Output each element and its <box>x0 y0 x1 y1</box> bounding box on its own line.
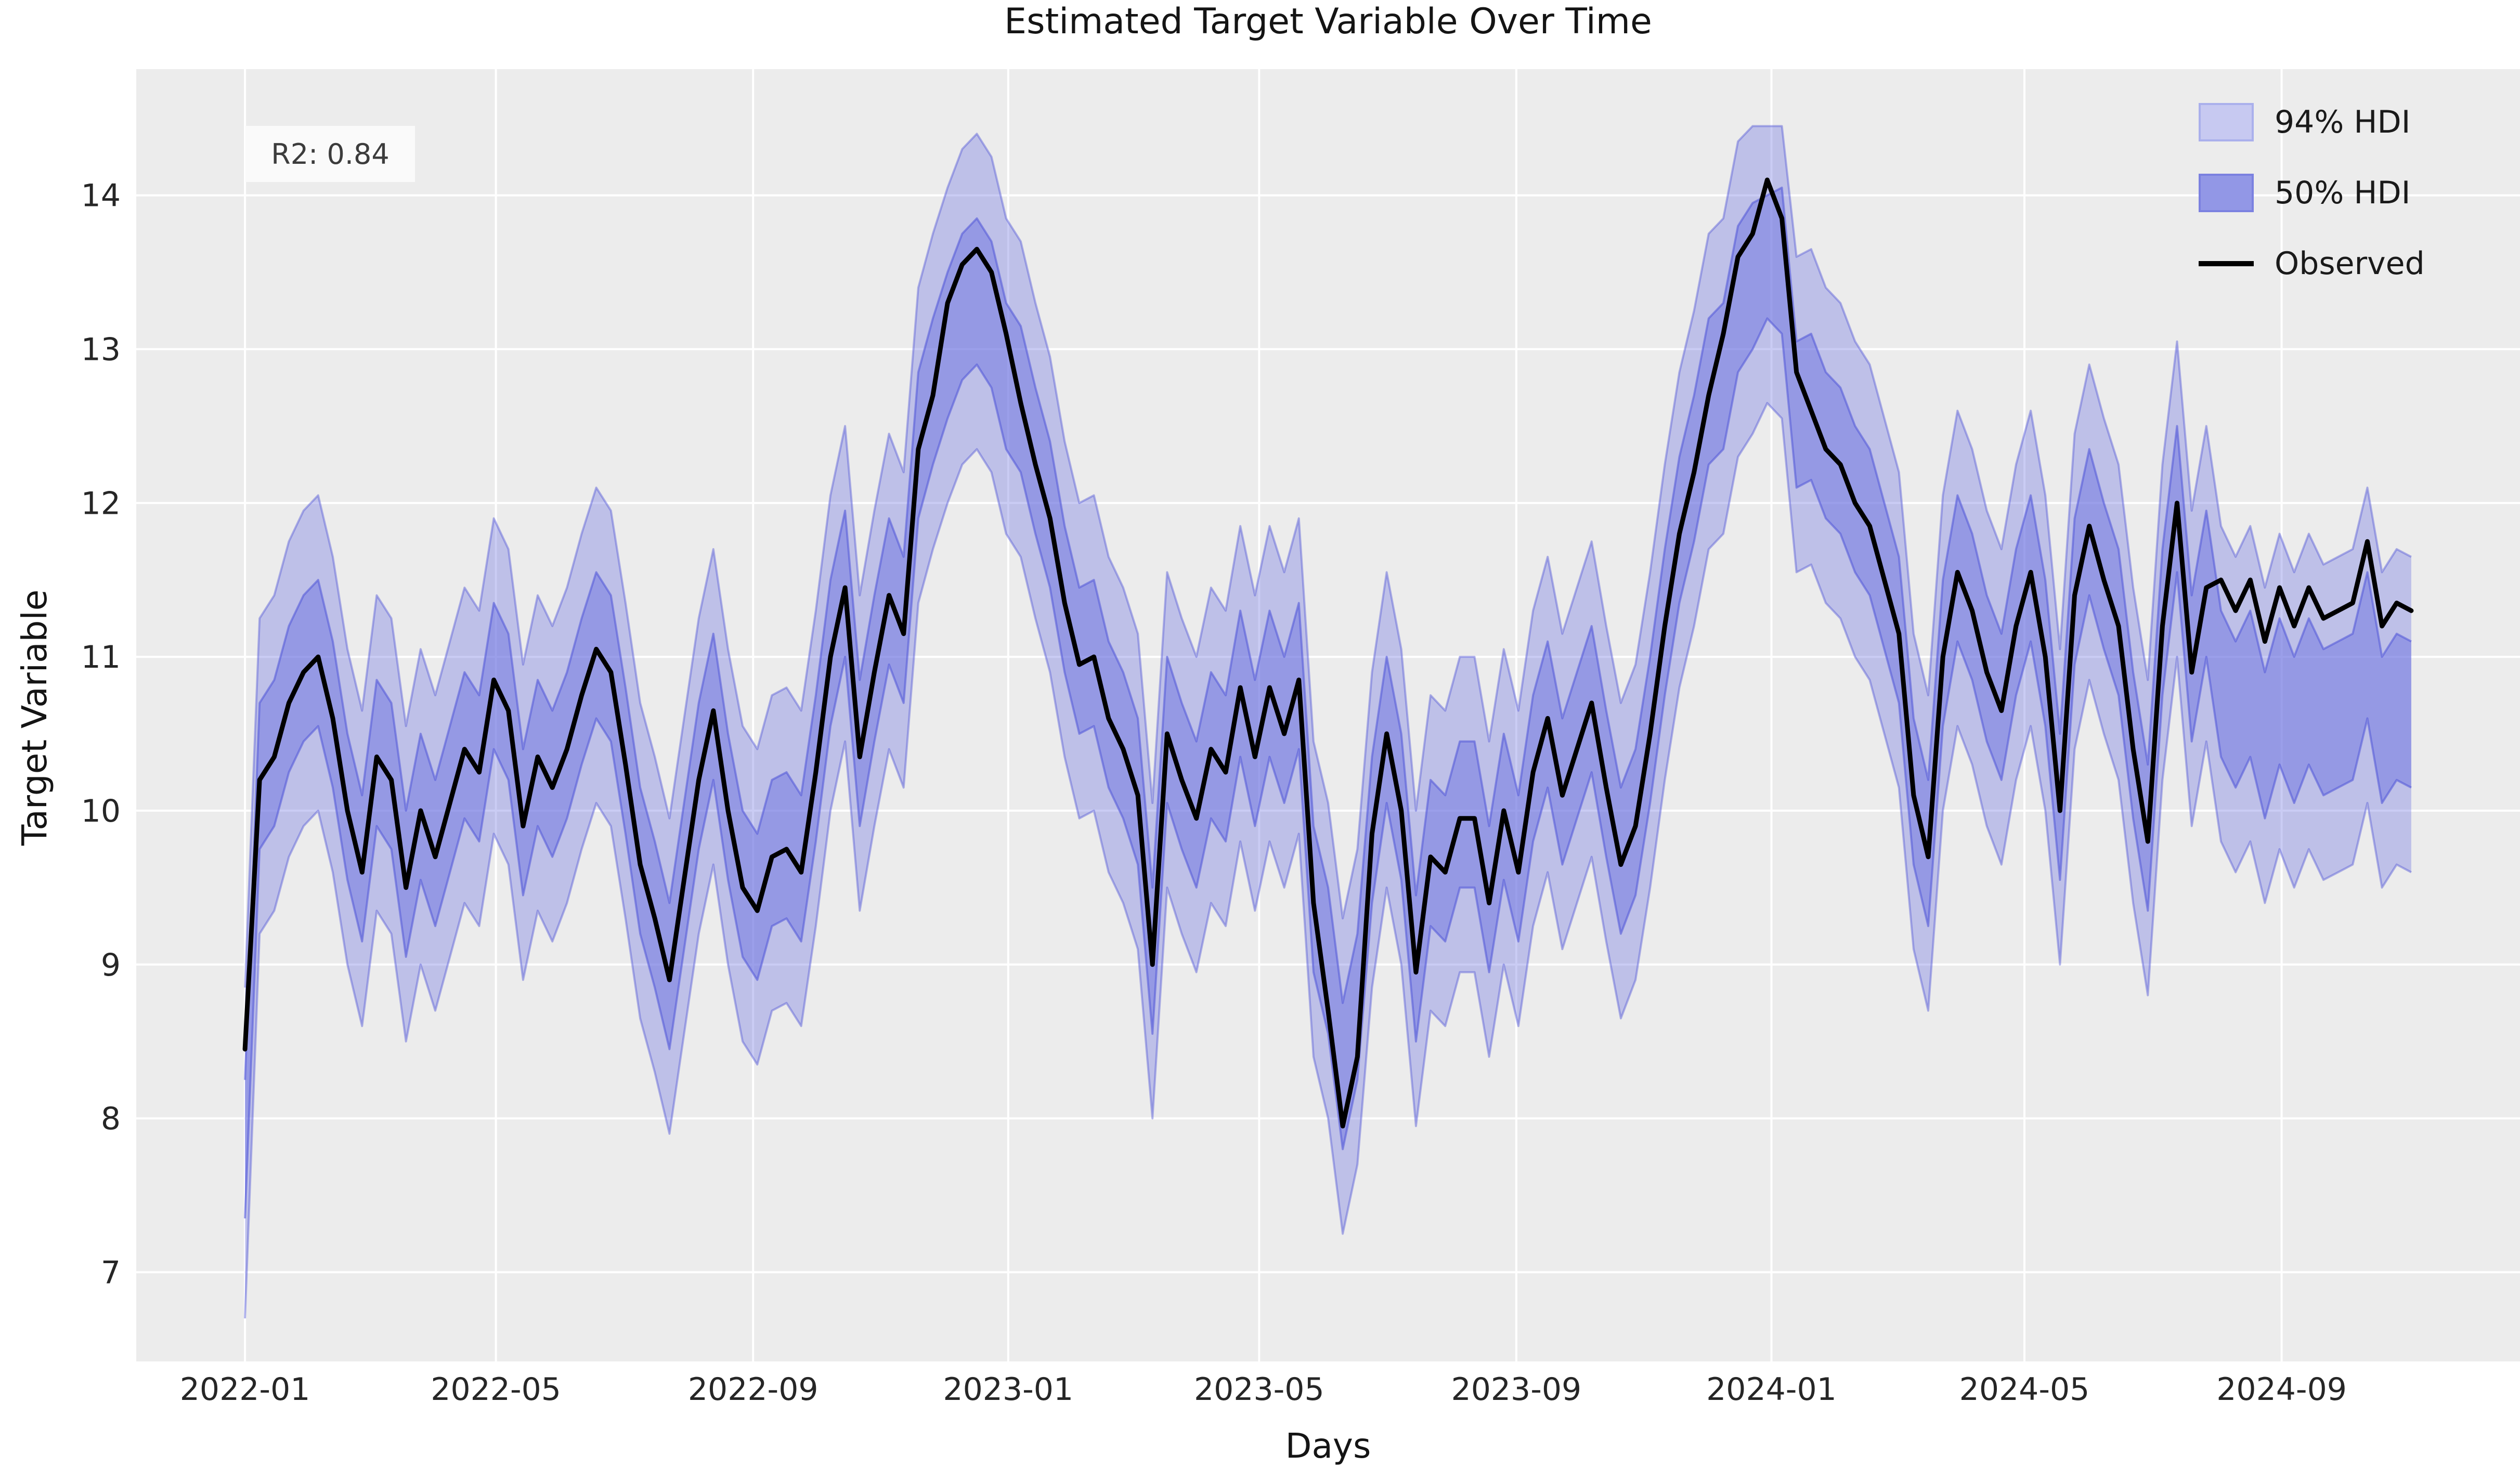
x-axis-label: Days <box>1285 1426 1371 1466</box>
y-tick-label: 8 <box>101 1101 121 1137</box>
x-tick-label: 2023-09 <box>1451 1371 1582 1408</box>
legend-item-hdi94: 94% HDI <box>2199 102 2511 142</box>
chart-title: Estimated Target Variable Over Time <box>1004 1 1652 42</box>
y-tick-label: 11 <box>81 639 121 676</box>
legend-label: 50% HDI <box>2275 175 2411 211</box>
y-tick-label: 7 <box>101 1254 121 1291</box>
x-tick-label: 2024-05 <box>1959 1371 2090 1408</box>
x-tick-label: 2022-01 <box>180 1371 310 1408</box>
x-tick-label: 2024-09 <box>2216 1371 2347 1408</box>
legend-label: Observed <box>2275 245 2425 282</box>
observed-line <box>242 177 2414 1128</box>
x-tick-label: 2022-09 <box>688 1371 819 1408</box>
observed-line-swatch-icon <box>2199 261 2254 266</box>
y-axis-label: Target Variable <box>15 589 55 846</box>
x-tick-label: 2023-01 <box>943 1371 1073 1408</box>
x-tick-label: 2024-01 <box>1706 1371 1837 1408</box>
y-tick-labels: 7 8 9 10 11 12 13 14 <box>81 178 121 1291</box>
x-tick-label: 2023-05 <box>1194 1371 1324 1408</box>
r2-annotation: R2: 0.84 <box>245 126 415 182</box>
hdi94-lower-edge <box>244 402 2412 1319</box>
hdi50-upper-edge <box>244 186 2412 1080</box>
legend-item-hdi50: 50% HDI <box>2199 173 2511 213</box>
y-tick-label: 13 <box>81 331 121 368</box>
grid-lines <box>136 69 2520 1361</box>
hdi50-swatch-icon <box>2199 174 2254 212</box>
y-tick-label: 10 <box>81 793 121 829</box>
hdi94-upper-edge <box>244 125 2412 988</box>
y-tick-label: 9 <box>101 947 121 983</box>
y-tick-label: 12 <box>81 485 121 522</box>
legend-item-observed: Observed <box>2199 243 2511 284</box>
hdi50-lower-edge <box>244 317 2412 1218</box>
hdi94-swatch-icon <box>2199 103 2254 141</box>
legend-label: 94% HDI <box>2275 104 2411 140</box>
hdi94-band <box>245 126 2411 1319</box>
legend: 94% HDI 50% HDI Observed <box>2199 102 2511 284</box>
x-tick-label: 2022-05 <box>431 1371 561 1408</box>
x-tick-labels: 2022-01 2022-05 2022-09 2023-01 2023-05 2023-… <box>180 1371 2347 1408</box>
y-tick-label: 14 <box>81 178 121 214</box>
